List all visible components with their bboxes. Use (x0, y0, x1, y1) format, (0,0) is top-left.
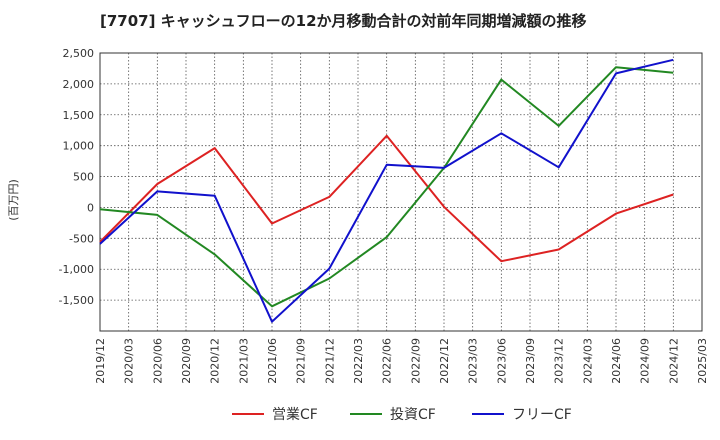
x-tick-label: 2021/03 (237, 338, 250, 384)
x-tick-label: 2023/12 (553, 338, 566, 384)
x-tick-label: 2020/12 (209, 338, 222, 384)
y-tick-label: -1,000 (59, 263, 94, 276)
y-tick-label: 1,500 (63, 109, 95, 122)
x-tick-label: 2021/09 (295, 338, 308, 384)
y-tick-label: 500 (73, 171, 94, 184)
x-tick-label: 2024/12 (667, 338, 680, 384)
series-line (99, 66, 674, 308)
chart-title: [7707] キャッシュフローの12か月移動合計の対前年同期増減額の推移 (100, 12, 587, 30)
x-tick-label: 2022/06 (381, 338, 394, 384)
x-tick-label: 2019/12 (94, 338, 107, 384)
legend-label: 営業CF (272, 407, 318, 423)
x-tick-label: 2021/12 (323, 338, 336, 384)
x-tick-label: 2024/03 (581, 338, 594, 384)
x-tick-label: 2023/06 (495, 338, 508, 384)
y-tick-label: 1,000 (63, 140, 95, 153)
x-tick-label: 2022/12 (438, 338, 451, 384)
x-tick-label: 2023/03 (467, 338, 480, 384)
y-tick-label: 2,500 (63, 47, 95, 60)
series-line (99, 58, 674, 323)
plot-area (100, 53, 702, 331)
x-tick-label: 2023/09 (524, 338, 537, 384)
x-tick-label: 2021/06 (266, 338, 279, 384)
legend-label: フリーCF (512, 407, 572, 423)
y-tick-label: -500 (69, 232, 94, 245)
x-tick-label: 2022/09 (409, 338, 422, 384)
y-tick-label: -1,500 (59, 294, 94, 307)
legend-label: 投資CF (390, 407, 436, 423)
x-tick-label: 2020/09 (180, 338, 193, 384)
x-tick-label: 2020/06 (151, 338, 164, 384)
x-tick-label: 2022/03 (352, 338, 365, 384)
y-tick-label: 2,000 (63, 78, 95, 91)
plot-border (99, 52, 703, 332)
y-tick-label: 0 (87, 201, 94, 214)
x-tick-label: 2024/09 (639, 338, 652, 384)
series-line (99, 134, 674, 263)
x-tick-label: 2024/06 (610, 338, 623, 384)
x-tick-label: 2025/03 (696, 338, 709, 384)
y-axis-label: (百万円) (7, 179, 20, 221)
x-tick-label: 2020/03 (123, 338, 136, 384)
